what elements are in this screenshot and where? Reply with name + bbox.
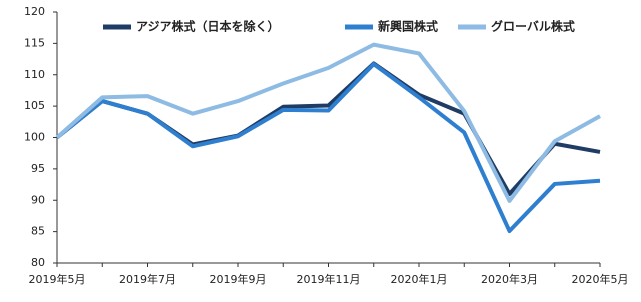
- x-tick-label: 2020年1月: [391, 272, 448, 286]
- y-tick-label: 90: [31, 193, 45, 206]
- x-tick-label: 2019年11月: [297, 272, 361, 286]
- y-tick-label: 95: [31, 162, 45, 175]
- y-tick-label: 115: [24, 36, 45, 49]
- y-tick-label: 80: [31, 256, 45, 269]
- series-line: [55, 42, 601, 203]
- legend-item: グローバル株式: [458, 19, 575, 34]
- legend-label: グローバル株式: [491, 19, 575, 34]
- y-tick-label: 120: [24, 5, 45, 18]
- series-line: [55, 61, 601, 196]
- y-tick-label: 85: [31, 225, 45, 238]
- legend-item: 新興国株式: [345, 19, 438, 34]
- x-tick-label: 2020年5月: [572, 272, 629, 286]
- y-tick-label: 105: [24, 99, 45, 112]
- x-tick-label: 2019年7月: [119, 272, 176, 286]
- legend-label: 新興国株式: [378, 19, 438, 34]
- x-tick-label: 2020年3月: [481, 272, 538, 286]
- x-tick-label: 2019年9月: [210, 272, 267, 286]
- x-tick-label: 2019年5月: [29, 272, 86, 286]
- legend-item: アジア株式（日本を除く）: [103, 19, 280, 34]
- y-tick-label: 110: [24, 68, 45, 81]
- y-tick-label: 100: [24, 131, 45, 144]
- legend-label: アジア株式（日本を除く）: [136, 19, 280, 34]
- series-line: [55, 62, 601, 233]
